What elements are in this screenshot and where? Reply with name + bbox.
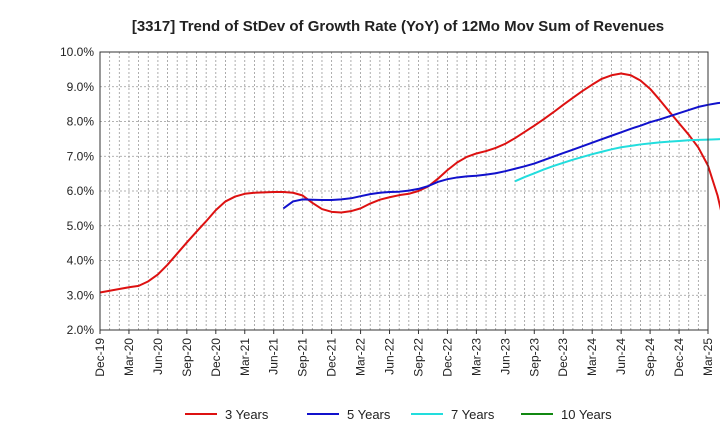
x-tick-label: Mar-24	[585, 338, 599, 376]
y-tick-label: 2.0%	[67, 323, 95, 337]
series-line-3-years	[99, 72, 720, 294]
x-tick-label: Mar-22	[354, 338, 368, 376]
y-tick-label: 3.0%	[67, 288, 95, 302]
x-tick-label: Dec-23	[556, 338, 570, 377]
x-axis: Dec-19 Mar-20 Jun-20 Sep-20 Dec-20 Mar-21 Jun-…	[93, 330, 715, 377]
y-axis: 2.0% 3.0% 4.0% 5.0% 6.0% 7.0% 8.0% 9.0% 10.0%	[60, 45, 94, 337]
y-tick-label: 5.0%	[67, 219, 95, 233]
x-tick-label: Sep-22	[411, 338, 425, 377]
x-tick-label: Dec-19	[93, 338, 107, 377]
y-tick-label: 7.0%	[67, 149, 95, 163]
x-tick-label: Sep-20	[180, 338, 194, 377]
legend-label: 3 Years	[225, 407, 269, 422]
chart-title: [3317] Trend of StDev of Growth Rate (Yo…	[132, 18, 664, 35]
x-tick-label: Mar-25	[701, 338, 715, 376]
y-tick-label: 8.0%	[67, 115, 95, 129]
legend-label: 10 Years	[561, 407, 612, 422]
x-tick-label: Jun-21	[267, 338, 281, 375]
x-tick-label: Dec-20	[209, 338, 223, 377]
x-tick-label: Dec-22	[440, 338, 454, 377]
x-tick-label: Jun-24	[614, 338, 628, 375]
legend: 3 Years 5 Years 7 Years 10 Years	[185, 407, 612, 422]
y-tick-label: 6.0%	[67, 184, 95, 198]
x-tick-label: Jun-20	[151, 338, 165, 375]
plot-frame	[99, 51, 709, 331]
x-tick-label: Jun-22	[383, 338, 397, 375]
x-tick-label: Sep-24	[643, 338, 657, 377]
x-tick-label: Dec-21	[325, 338, 339, 377]
x-tick-label: Sep-23	[527, 338, 541, 377]
y-tick-label: 4.0%	[67, 254, 95, 268]
x-tick-label: Mar-20	[122, 338, 136, 376]
legend-label: 5 Years	[347, 407, 391, 422]
x-tick-label: Mar-23	[469, 338, 483, 376]
series-line-5-years	[282, 101, 720, 210]
x-tick-label: Mar-21	[238, 338, 252, 376]
x-tick-label: Dec-24	[672, 338, 686, 377]
y-tick-label: 9.0%	[67, 80, 95, 94]
x-tick-label: Jun-23	[498, 338, 512, 375]
legend-label: 7 Years	[451, 407, 495, 422]
x-tick-label: Sep-21	[296, 338, 310, 377]
y-tick-label: 10.0%	[60, 45, 94, 59]
